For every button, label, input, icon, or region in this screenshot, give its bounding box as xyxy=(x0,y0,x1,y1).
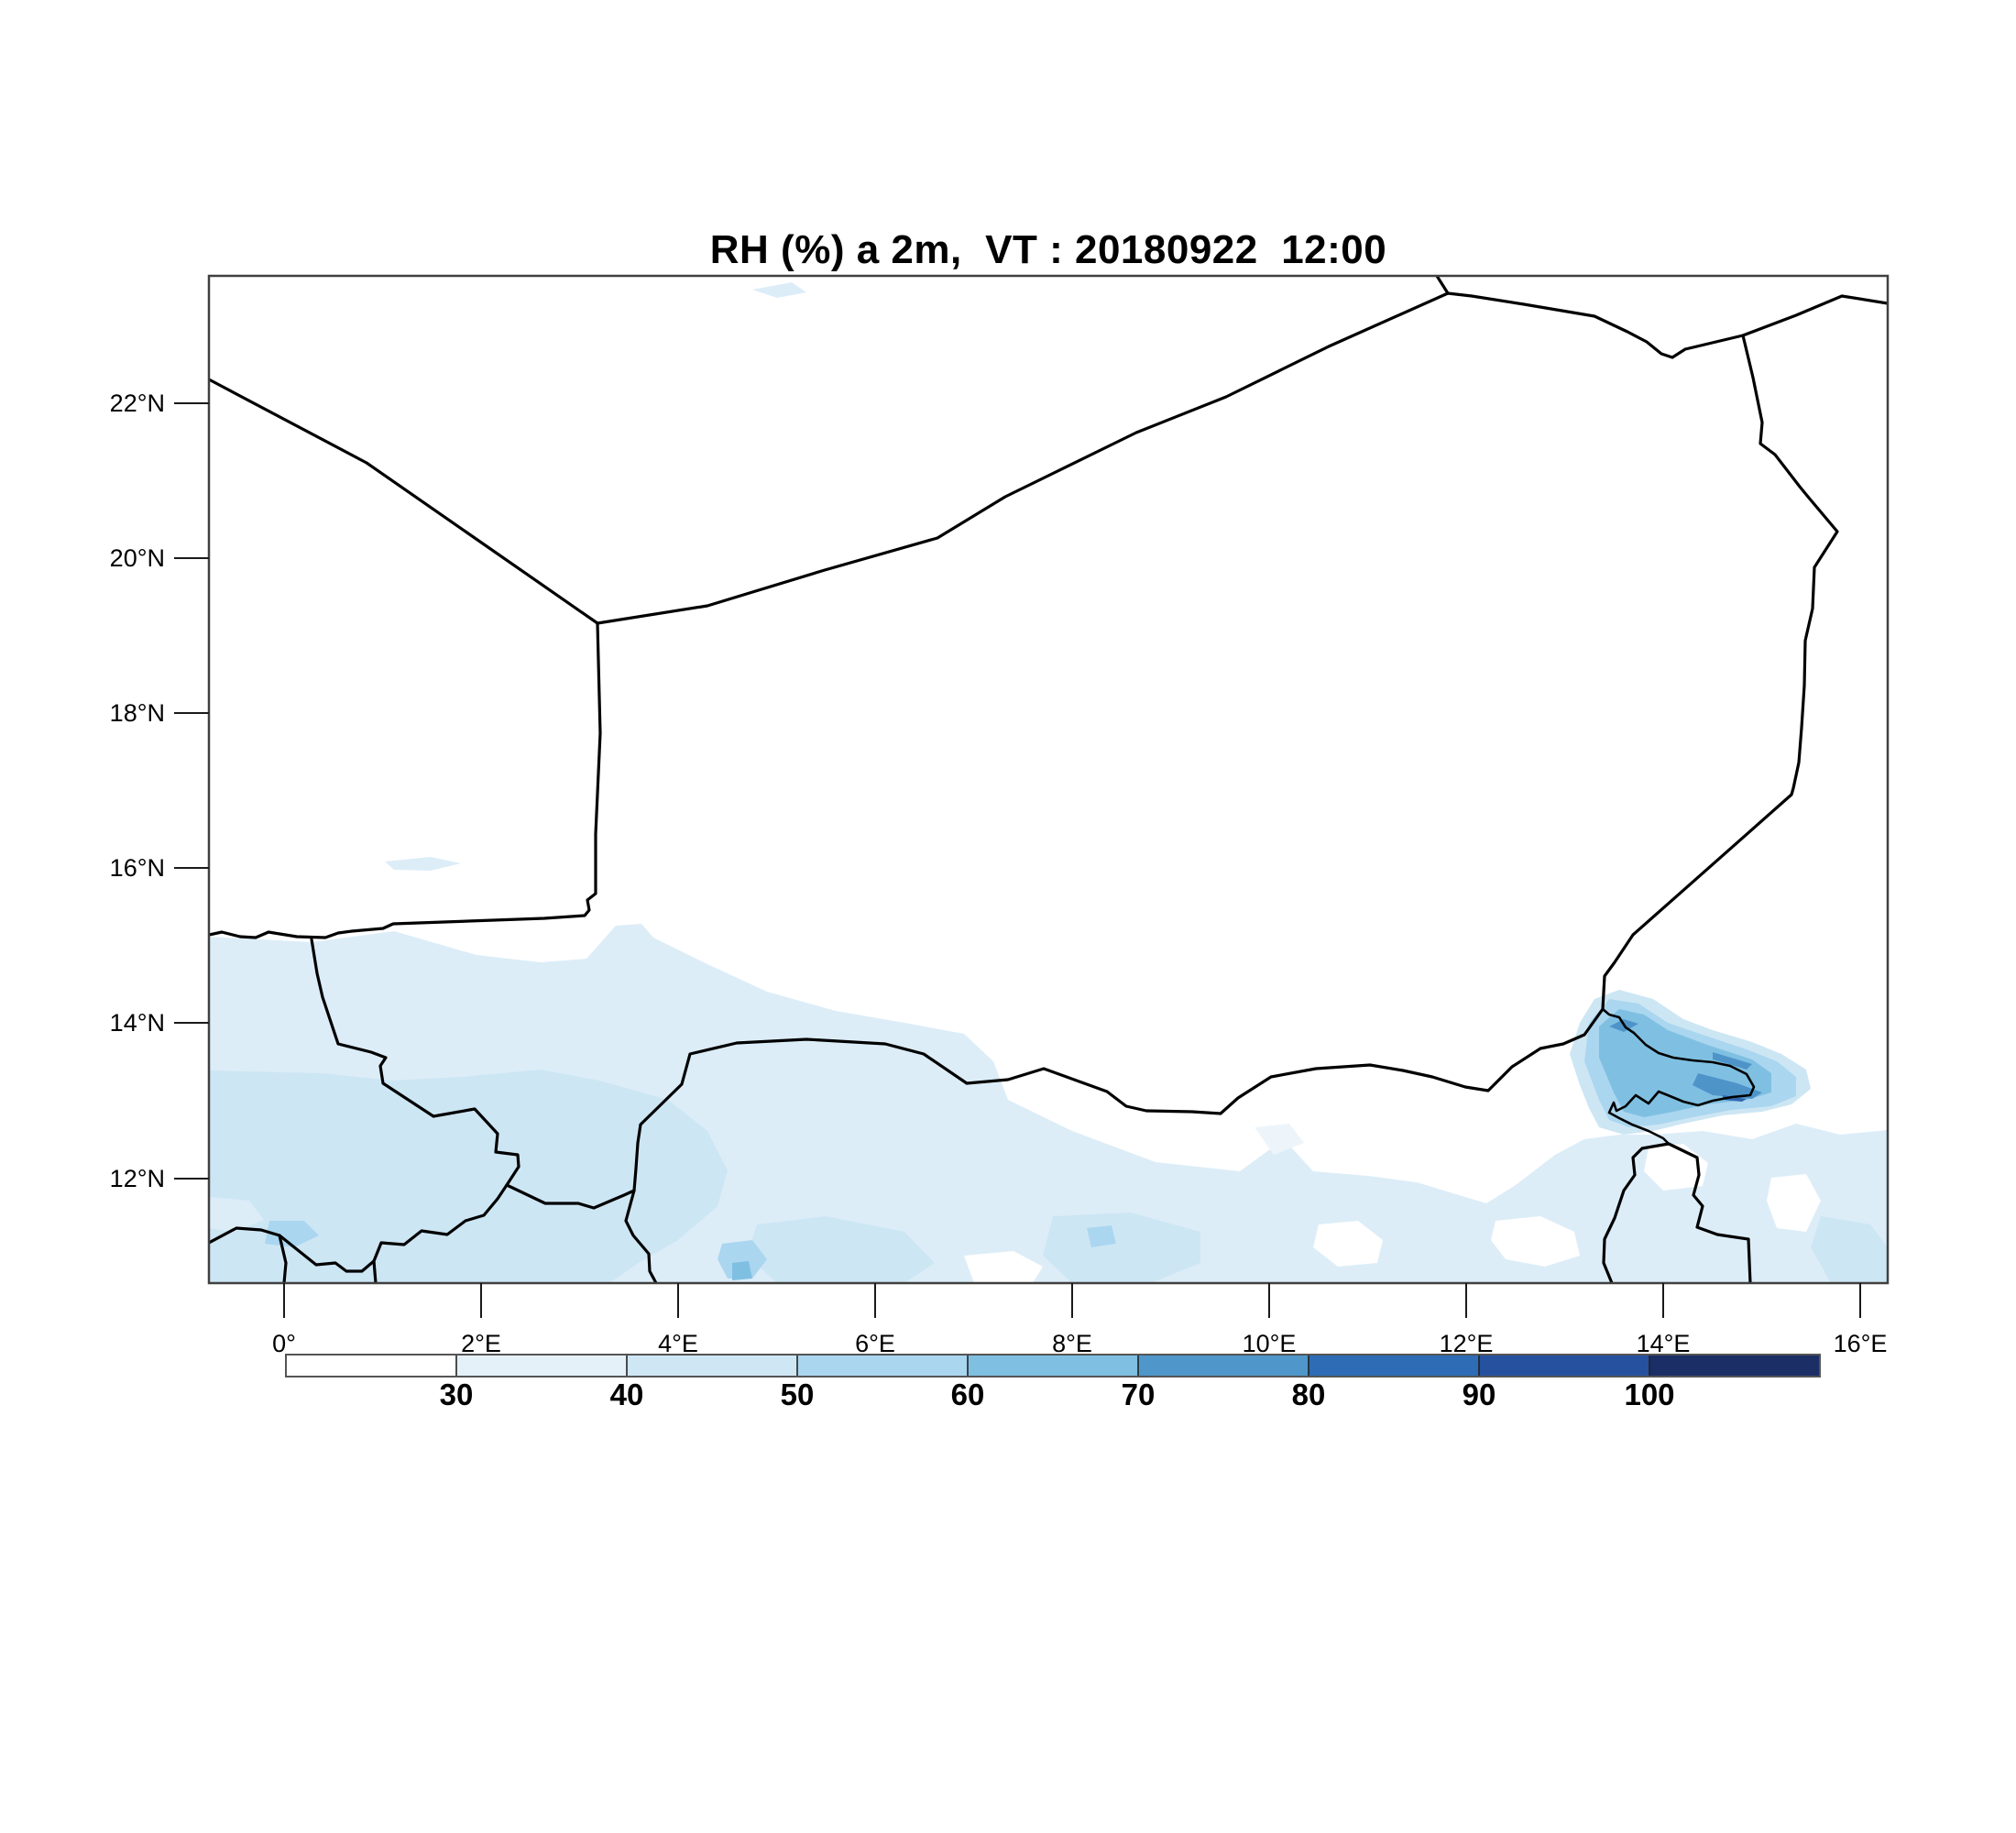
colorbar-seg-7 xyxy=(1309,1355,1479,1377)
lon-label-0: 0° xyxy=(272,1330,296,1357)
colorbar-label-50: 50 xyxy=(780,1377,815,1411)
lon-label-6e: 6°E xyxy=(855,1330,895,1357)
colorbar-seg-9 xyxy=(1649,1355,1820,1377)
lon-label-14e: 14°E xyxy=(1636,1330,1691,1357)
border-benin-nigeria xyxy=(624,1189,658,1283)
colorbar-seg-1 xyxy=(286,1355,456,1377)
rh-field xyxy=(209,282,1888,1283)
colorbar-label-40: 40 xyxy=(609,1377,644,1411)
rh-spot-50-60-a xyxy=(265,1221,319,1247)
rh-patch-40-50-south1 xyxy=(747,1216,935,1283)
border-niger-nigeria xyxy=(632,1007,1605,1192)
lakechad-rh-70-80-a xyxy=(1693,1073,1762,1099)
rh-lighter-pocket-west xyxy=(209,1197,264,1232)
colorbar-seg-3 xyxy=(627,1355,797,1377)
colorbar-seg-2 xyxy=(456,1355,627,1377)
map-frame xyxy=(207,274,1890,1285)
plot-title: RH (%) a 2m, VT : 20180922 12:00 xyxy=(709,227,1387,272)
colorbar-dividers xyxy=(455,1355,1650,1377)
border-burkina-niger xyxy=(310,938,520,1187)
colorbar-seg-4 xyxy=(797,1355,968,1377)
colorbar-label-90: 90 xyxy=(1462,1377,1496,1411)
lat-label-20n: 20°N xyxy=(109,544,165,572)
rh-spot-50-60-c xyxy=(1087,1225,1116,1247)
border-niger-chad xyxy=(1601,334,1839,1011)
lat-label-12n: 12°N xyxy=(109,1165,165,1192)
lon-label-16e: 16°E xyxy=(1833,1330,1888,1357)
rh-speck-center xyxy=(385,857,461,871)
rh-region-40-50-west xyxy=(209,1070,728,1283)
dry-pocket-4 xyxy=(964,1251,1043,1283)
lon-label-8e: 8°E xyxy=(1052,1330,1092,1357)
border-nigeria-cameroon xyxy=(1602,1142,1671,1283)
rh-speck-north xyxy=(752,282,806,298)
rh-patch-40-50-southeast xyxy=(1811,1216,1888,1283)
border-benin-niger xyxy=(505,1183,636,1210)
border-niger-libya xyxy=(1446,291,1745,359)
border-algeria-niger xyxy=(596,291,1450,625)
lakechad-rh-70-80-c xyxy=(1713,1052,1752,1070)
colorbar-seg-5 xyxy=(968,1355,1138,1377)
country-borders xyxy=(209,276,1888,1283)
border-algeria-mali xyxy=(209,378,599,625)
lakechad-outline xyxy=(1601,1007,1756,1146)
colorbar-label-80: 80 xyxy=(1291,1377,1326,1411)
border-libya-chad xyxy=(1741,294,1888,337)
rh-faint-wisp xyxy=(1255,1124,1304,1155)
lon-label-2e: 2°E xyxy=(461,1330,501,1357)
border-chad-cameroon xyxy=(1667,1142,1752,1283)
lat-label-16n: 16°N xyxy=(109,854,165,882)
lat-label-18n: 18°N xyxy=(109,699,165,727)
colorbar xyxy=(285,1354,1821,1377)
lon-label-12e: 12°E xyxy=(1439,1330,1494,1357)
colorbar-seg-8 xyxy=(1479,1355,1649,1377)
axis-ticks xyxy=(174,402,1861,1318)
colorbar-label-100: 100 xyxy=(1624,1377,1675,1411)
border-stub-togo xyxy=(278,1234,288,1283)
colorbar-seg-6 xyxy=(1138,1355,1309,1377)
dry-pocket-1 xyxy=(1313,1221,1383,1267)
lon-label-4e: 4°E xyxy=(658,1330,698,1357)
rh-spot-60-70-core xyxy=(732,1261,752,1280)
dry-pocket-5 xyxy=(1767,1174,1821,1232)
lat-label-22n: 22°N xyxy=(109,390,165,417)
lat-label-14n: 14°N xyxy=(109,1009,165,1037)
colorbar-label-70: 70 xyxy=(1121,1377,1156,1411)
colorbar-label-60: 60 xyxy=(950,1377,985,1411)
colorbar-outline xyxy=(285,1354,1821,1377)
border-stub-benin xyxy=(372,1259,378,1283)
rh-spot-50-60-b xyxy=(718,1240,767,1279)
border-mali-niger xyxy=(209,621,602,939)
colorbar-label-30: 30 xyxy=(439,1377,474,1411)
dry-pocket-2 xyxy=(1491,1216,1580,1267)
border-algeria-libya xyxy=(1435,276,1450,295)
rh-patch-40-50-south2 xyxy=(1043,1213,1200,1283)
lon-label-10e: 10°E xyxy=(1242,1330,1297,1357)
